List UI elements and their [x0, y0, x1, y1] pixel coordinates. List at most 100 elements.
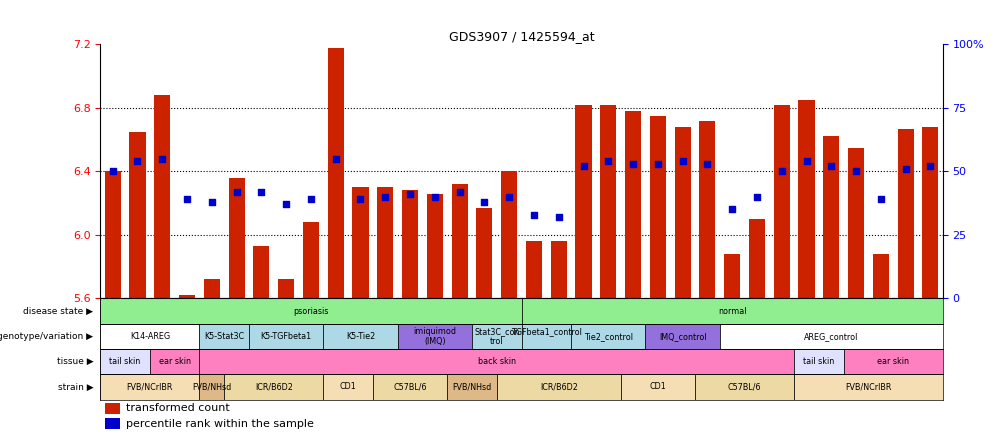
Bar	[843, 349, 942, 374]
Bar	[501, 171, 517, 298]
Bar	[649, 116, 665, 298]
Text: CD1: CD1	[340, 382, 356, 392]
Point	[154, 155, 170, 162]
Bar	[599, 105, 615, 298]
Text: K5-Stat3C: K5-Stat3C	[204, 332, 244, 341]
Text: FVB/NCrIBR: FVB/NCrIBR	[845, 382, 891, 392]
Point	[649, 160, 665, 167]
Point	[773, 168, 789, 175]
Bar	[521, 324, 570, 349]
Bar	[723, 254, 739, 298]
Bar	[104, 403, 119, 414]
Bar	[104, 418, 119, 429]
Text: C57BL/6: C57BL/6	[727, 382, 761, 392]
Point	[228, 188, 244, 195]
Point	[897, 165, 913, 172]
Bar	[104, 171, 120, 298]
Point	[402, 190, 418, 198]
Bar	[199, 349, 794, 374]
Text: psoriasis: psoriasis	[293, 306, 329, 316]
Text: Tie2_control: Tie2_control	[583, 332, 632, 341]
Bar	[199, 324, 248, 349]
Bar	[254, 246, 270, 298]
Bar	[352, 187, 368, 298]
Text: Stat3C_con
trol: Stat3C_con trol	[474, 327, 519, 346]
Bar	[377, 187, 393, 298]
Bar	[848, 147, 864, 298]
Bar	[328, 48, 344, 298]
Point	[278, 201, 294, 208]
Point	[698, 160, 714, 167]
Point	[427, 193, 443, 200]
Bar	[794, 349, 843, 374]
Bar	[303, 222, 319, 298]
Bar	[323, 374, 373, 400]
Bar	[575, 105, 591, 298]
Point	[550, 214, 566, 221]
Text: IMQ_control: IMQ_control	[658, 332, 705, 341]
Point	[922, 163, 938, 170]
Text: strain ▶: strain ▶	[58, 382, 93, 392]
Bar	[496, 374, 620, 400]
Bar	[698, 121, 714, 298]
Text: C57BL/6: C57BL/6	[393, 382, 427, 392]
Point	[748, 193, 765, 200]
Point	[575, 163, 591, 170]
Point	[848, 168, 864, 175]
Bar	[100, 374, 199, 400]
Bar	[323, 324, 397, 349]
Point	[798, 158, 814, 165]
Bar	[100, 298, 521, 324]
Bar	[525, 241, 541, 298]
Point	[451, 188, 467, 195]
Point	[723, 206, 739, 213]
Bar	[203, 279, 219, 298]
Bar	[447, 374, 496, 400]
Bar	[149, 349, 199, 374]
Bar	[624, 111, 640, 298]
Bar	[100, 349, 149, 374]
Text: back skin: back skin	[477, 357, 515, 366]
Point	[624, 160, 640, 167]
Point	[377, 193, 393, 200]
Bar	[872, 254, 888, 298]
Bar	[823, 136, 839, 298]
Bar	[922, 127, 938, 298]
Text: ear skin: ear skin	[877, 357, 909, 366]
Text: imiquimod
(IMQ): imiquimod (IMQ)	[413, 327, 456, 346]
Bar	[570, 324, 645, 349]
Text: K5-TGFbeta1: K5-TGFbeta1	[261, 332, 312, 341]
Bar	[476, 208, 492, 298]
Point	[823, 163, 839, 170]
Bar	[178, 295, 194, 298]
Bar	[427, 194, 443, 298]
Text: tail skin: tail skin	[803, 357, 834, 366]
Point	[178, 196, 194, 203]
Text: normal: normal	[717, 306, 745, 316]
Bar	[719, 324, 942, 349]
Bar	[897, 128, 913, 298]
Text: AREG_control: AREG_control	[804, 332, 858, 341]
Bar	[373, 374, 447, 400]
Text: ICR/B6D2: ICR/B6D2	[539, 382, 577, 392]
Text: TGFbeta1_control: TGFbeta1_control	[510, 327, 581, 346]
Text: transformed count: transformed count	[125, 403, 229, 413]
Bar	[129, 132, 145, 298]
Text: tissue ▶: tissue ▶	[57, 357, 93, 366]
Point	[674, 158, 690, 165]
Point	[476, 198, 492, 206]
Text: FVB/NHsd: FVB/NHsd	[192, 382, 231, 392]
Bar	[228, 178, 244, 298]
Text: K5-Tie2: K5-Tie2	[346, 332, 375, 341]
Bar	[694, 374, 794, 400]
Bar	[472, 324, 521, 349]
Text: FVB/NCrIBR: FVB/NCrIBR	[126, 382, 173, 392]
Bar	[620, 374, 694, 400]
Point	[254, 188, 270, 195]
Text: CD1: CD1	[649, 382, 665, 392]
Bar	[798, 100, 814, 298]
Text: percentile rank within the sample: percentile rank within the sample	[125, 419, 314, 429]
Bar	[645, 324, 719, 349]
Point	[352, 196, 368, 203]
Bar	[199, 374, 224, 400]
